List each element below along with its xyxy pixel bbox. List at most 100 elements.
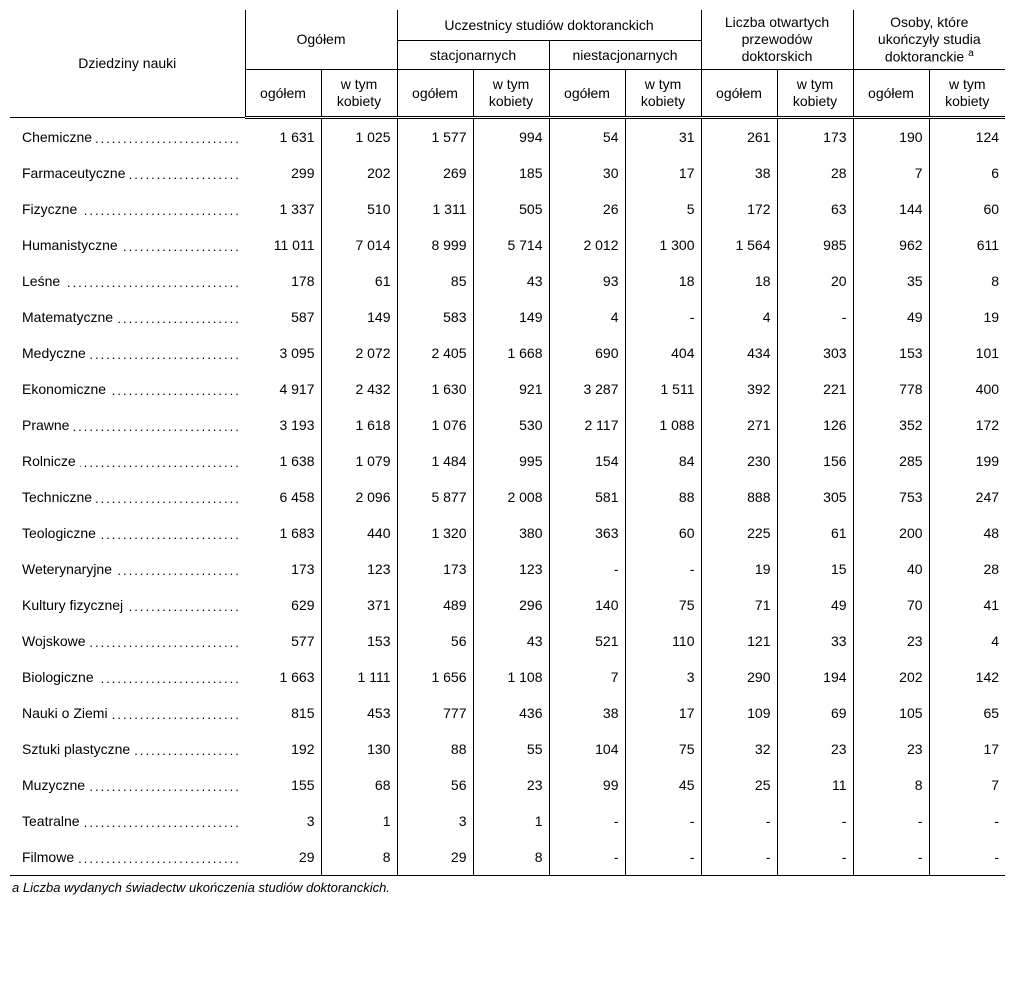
cell-value: 26 (549, 191, 625, 227)
cell-value: 1 (321, 803, 397, 839)
header-group-opened: Liczba otwartych przewodów doktorskich (701, 10, 853, 70)
cell-value: 271 (701, 407, 777, 443)
cell-value: 149 (321, 299, 397, 335)
cell-value: - (853, 839, 929, 876)
cell-value: 19 (929, 299, 1005, 335)
cell-value: 23 (777, 731, 853, 767)
row-label-text: Kultury fizycznej (22, 597, 127, 613)
cell-value: 56 (397, 767, 473, 803)
row-label: Kultury fizycznej (10, 587, 245, 623)
cell-value: 1 656 (397, 659, 473, 695)
header-sub-total-1: ogółem (245, 70, 321, 118)
cell-value: 172 (701, 191, 777, 227)
cell-value: 400 (929, 371, 1005, 407)
cell-value: 55 (473, 731, 549, 767)
cell-value: 85 (397, 263, 473, 299)
cell-value: 63 (777, 191, 853, 227)
cell-value: 995 (473, 443, 549, 479)
cell-value: 1 484 (397, 443, 473, 479)
cell-value: 1 683 (245, 515, 321, 551)
cell-value: 60 (625, 515, 701, 551)
cell-value: 290 (701, 659, 777, 695)
cell-value: - (701, 803, 777, 839)
cell-value: 140 (549, 587, 625, 623)
cell-value: 54 (549, 118, 625, 156)
cell-value: 299 (245, 155, 321, 191)
cell-value: - (549, 551, 625, 587)
cell-value: - (625, 299, 701, 335)
cell-value: 56 (397, 623, 473, 659)
row-label-text: Rolnicze (22, 453, 80, 469)
cell-value: 7 014 (321, 227, 397, 263)
cell-value: 23 (853, 623, 929, 659)
table-row: Ekonomiczne 4 9172 4321 6309213 2871 511… (10, 371, 1005, 407)
cell-value: 142 (929, 659, 1005, 695)
cell-value: - (549, 839, 625, 876)
cell-value: 1 076 (397, 407, 473, 443)
cell-value: 30 (549, 155, 625, 191)
cell-value: 8 (321, 839, 397, 876)
cell-value: 8 (853, 767, 929, 803)
row-label: Filmowe (10, 839, 245, 876)
cell-value: 505 (473, 191, 549, 227)
cell-value: 4 (929, 623, 1005, 659)
cell-value: - (929, 803, 1005, 839)
table-row: Weterynaryjne 173123173123--19154028 (10, 551, 1005, 587)
cell-value: 48 (929, 515, 1005, 551)
cell-value: 371 (321, 587, 397, 623)
cell-value: 1 663 (245, 659, 321, 695)
cell-value: 611 (929, 227, 1005, 263)
cell-value: 7 (929, 767, 1005, 803)
row-label-text: Medyczne (22, 345, 90, 361)
cell-value: 1 111 (321, 659, 397, 695)
cell-value: 434 (701, 335, 777, 371)
cell-value: 3 (245, 803, 321, 839)
cell-value: 41 (929, 587, 1005, 623)
cell-value: 510 (321, 191, 397, 227)
cell-value: 261 (701, 118, 777, 156)
cell-value: 110 (625, 623, 701, 659)
cell-value: 70 (853, 587, 929, 623)
cell-value: 25 (701, 767, 777, 803)
cell-value: 194 (777, 659, 853, 695)
cell-value: 1 337 (245, 191, 321, 227)
cell-value: 3 095 (245, 335, 321, 371)
header-group-graduates: Osoby, które ukończyły studia doktoranck… (853, 10, 1005, 70)
cell-value: - (929, 839, 1005, 876)
row-label-text: Fizyczne (22, 201, 81, 217)
cell-value: - (777, 299, 853, 335)
cell-value: 75 (625, 587, 701, 623)
cell-value: 352 (853, 407, 929, 443)
cell-value: 15 (777, 551, 853, 587)
table-row: Teologiczne 1 6834401 320380363602256120… (10, 515, 1005, 551)
table-row: Muzyczne 1556856239945251187 (10, 767, 1005, 803)
header-sub-total-2: ogółem (397, 70, 473, 118)
header-sub-women-4: w tym kobiety (777, 70, 853, 118)
cell-value: 104 (549, 731, 625, 767)
cell-value: 199 (929, 443, 1005, 479)
cell-value: 1 638 (245, 443, 321, 479)
header-sub-total-4: ogółem (701, 70, 777, 118)
cell-value: 101 (929, 335, 1005, 371)
cell-value: 23 (853, 731, 929, 767)
row-label: Techniczne (10, 479, 245, 515)
table-row: Teatralne 3131------ (10, 803, 1005, 839)
cell-value: 2 405 (397, 335, 473, 371)
cell-value: 31 (625, 118, 701, 156)
header-sub-women-3: w tym kobiety (625, 70, 701, 118)
table-row: Fizyczne 1 3375101 3115052651726314460 (10, 191, 1005, 227)
cell-value: 296 (473, 587, 549, 623)
header-sub-total-5: ogółem (853, 70, 929, 118)
cell-value: 123 (321, 551, 397, 587)
cell-value: 190 (853, 118, 929, 156)
row-label-text: Techniczne (22, 489, 96, 505)
cell-value: 690 (549, 335, 625, 371)
table-row: Medyczne 3 0952 0722 4051 66869040443430… (10, 335, 1005, 371)
cell-value: 305 (777, 479, 853, 515)
cell-value: 5 (625, 191, 701, 227)
table-header: Dziedziny nauki Ogółem Uczestnicy studió… (10, 10, 1005, 118)
cell-value: 18 (701, 263, 777, 299)
cell-value: 173 (777, 118, 853, 156)
row-label-text: Muzyczne (22, 777, 89, 793)
cell-value: 84 (625, 443, 701, 479)
